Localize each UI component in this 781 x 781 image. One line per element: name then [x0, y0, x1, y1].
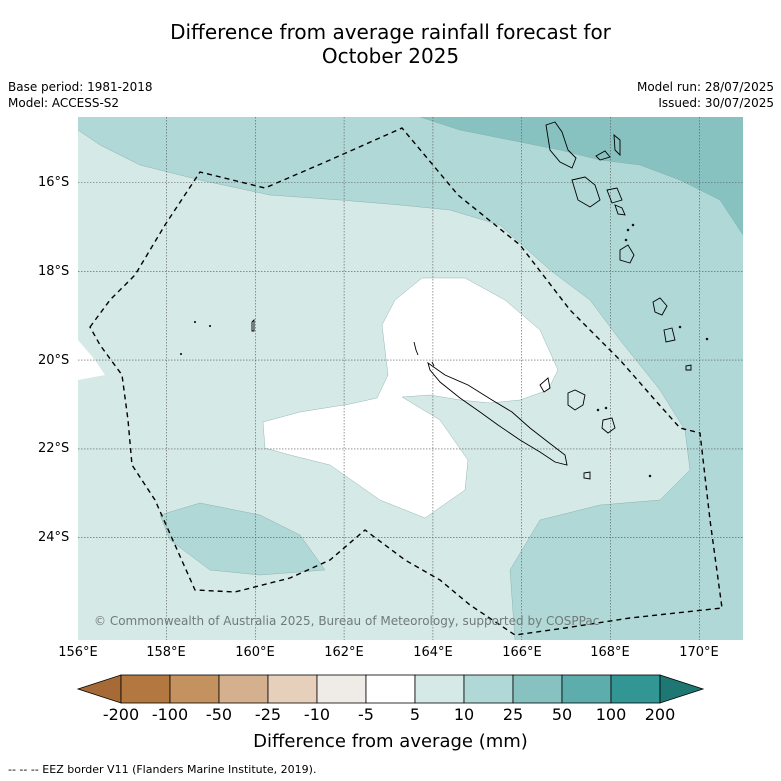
- colorbar-bin-11: [610, 674, 661, 704]
- colorbar-bin-2: [169, 674, 220, 704]
- colorbar-label: -200: [102, 705, 140, 724]
- loyalty-islands-2: [601, 417, 616, 434]
- colorbar-label: 5: [409, 705, 421, 724]
- colorbar-label: -5: [358, 705, 374, 724]
- colorbar-label: -100: [151, 705, 189, 724]
- rain-class-10-25-north: [78, 117, 743, 640]
- colorbar-label: 50: [551, 705, 573, 724]
- base-period: Base period: 1981-2018: [8, 80, 153, 94]
- lat-label-16s: 16°S: [38, 175, 70, 190]
- lon-label-162e: 162°E: [324, 645, 364, 660]
- loyalty-islands-1: [567, 389, 586, 411]
- map-title-line2: October 2025: [321, 44, 460, 68]
- colorbar-label: -10: [303, 705, 331, 724]
- map-title: Difference from average rainfall forecas…: [0, 20, 781, 68]
- map-area: [78, 117, 743, 640]
- colorbar-label: 100: [595, 705, 627, 724]
- colorbar-bin-5: [316, 674, 367, 704]
- vanuatu-malekula: [571, 176, 601, 208]
- map-title-line1: Difference from average rainfall forecas…: [170, 20, 611, 44]
- meta-left: Base period: 1981-2018 Model: ACCESS-S2: [8, 79, 153, 111]
- rain-class-25-50: [420, 117, 743, 235]
- colorbar-bin-10: [561, 674, 612, 704]
- lon-label-166e: 166°E: [502, 645, 542, 660]
- vanuatu-erromango: [652, 297, 668, 316]
- lon-label-156e: 156°E: [58, 645, 98, 660]
- colorbar-label: 200: [644, 705, 676, 724]
- lon-label-168e: 168°E: [590, 645, 630, 660]
- lon-label-170e: 170°E: [679, 645, 719, 660]
- colorbar-extend-high: [659, 674, 705, 704]
- colorbar-label: 10: [453, 705, 475, 724]
- model-run: Model run: 28/07/2025: [636, 80, 774, 94]
- vanuatu-tanna: [663, 327, 676, 343]
- colorbar-bin-3: [218, 674, 269, 704]
- issued-date: Issued: 30/07/2025: [658, 96, 774, 110]
- lat-label-20s: 20°S: [38, 353, 70, 368]
- colorbar-label: 25: [502, 705, 524, 724]
- model-name: Model: ACCESS-S2: [8, 96, 120, 110]
- coastlines: [179, 121, 709, 480]
- colorbar-bin-9: [512, 674, 563, 704]
- colorbar-label: -50: [205, 705, 233, 724]
- graticule: [78, 117, 743, 640]
- lon-label-164e: 164°E: [413, 645, 453, 660]
- colorbar-title: Difference from average (mm): [253, 731, 528, 752]
- lat-label-18s: 18°S: [38, 264, 70, 279]
- rain-class-neutral: [263, 278, 558, 518]
- chesterfield-islands: [251, 318, 255, 332]
- new-caledonia-main-island: [427, 361, 568, 466]
- vanuatu-espiritu-santo: [545, 121, 577, 169]
- lon-label-160e: 160°E: [235, 645, 275, 660]
- colorbar-bin-6: [365, 674, 416, 704]
- rain-class-10-25-southwest: [160, 503, 325, 575]
- colorbar-bin-1: [120, 674, 171, 704]
- vanuatu-efate: [619, 244, 635, 264]
- eez-border: [89, 127, 723, 636]
- colorbar-label: -25: [254, 705, 282, 724]
- isle-of-pines: [583, 471, 591, 480]
- colorbar-extend-low: [76, 674, 122, 704]
- colorbar-bin-7: [414, 674, 465, 704]
- colorbar-bin-4: [267, 674, 318, 704]
- lat-label-22s: 22°S: [38, 441, 70, 456]
- belep-islands: [413, 341, 419, 356]
- eez-footnote: -- -- -- EEZ border V11 (Flanders Marine…: [8, 763, 317, 776]
- lat-label-24s: 24°S: [38, 530, 70, 545]
- meta-right: Model run: 28/07/2025 Issued: 30/07/2025: [637, 79, 774, 111]
- colorbar: [76, 674, 705, 704]
- colorbar-bin-8: [463, 674, 514, 704]
- lon-label-158e: 158°E: [146, 645, 186, 660]
- copyright-notice: © Commonwealth of Australia 2025, Bureau…: [94, 614, 600, 628]
